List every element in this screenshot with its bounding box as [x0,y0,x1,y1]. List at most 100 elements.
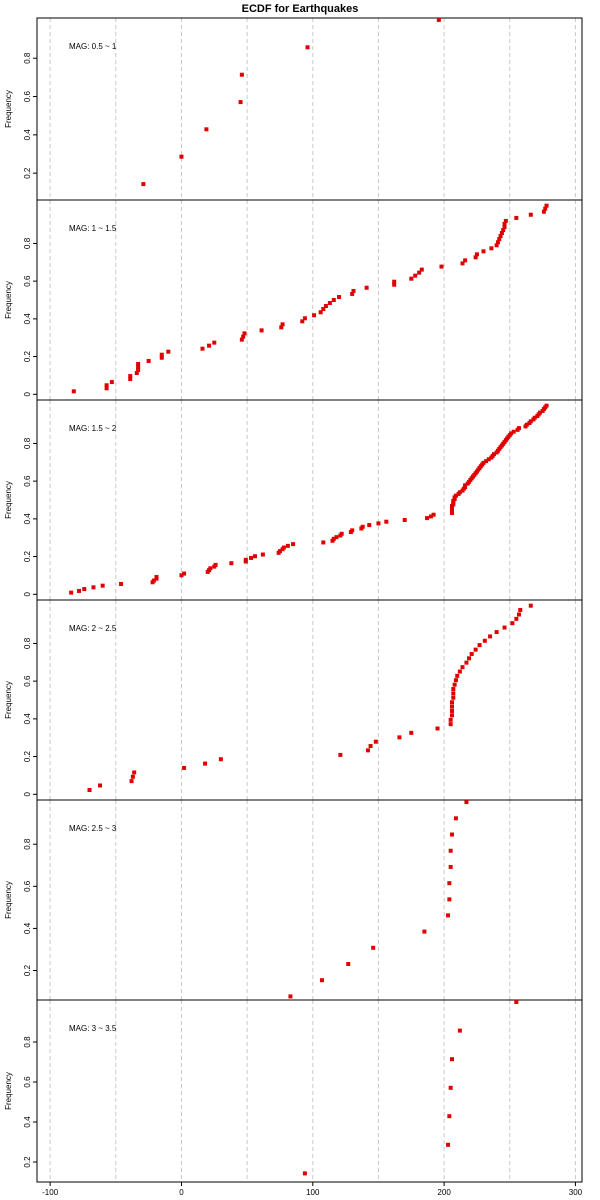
data-point [91,585,96,590]
y-tick-label: 0.4 [23,713,32,725]
data-point [69,590,74,595]
data-point [436,17,441,22]
data-point [448,848,453,853]
y-tick-label: 0.8 [23,838,32,850]
data-point [331,298,336,302]
data-point [509,431,514,436]
panel-3: 0 0.2 0.4 0.6 0.8 Frequency MAG: 1.5 ~ 2 [4,399,583,601]
y-tick-label: 0.8 [23,637,32,649]
data-point [134,371,139,376]
y-tick-label: 0.8 [23,1036,32,1048]
data-point [182,571,187,576]
data-point [371,945,376,950]
data-point [312,313,317,318]
data-point [413,273,418,278]
data-point [338,752,343,757]
data-point [277,549,282,554]
data-point [367,523,372,528]
panel-frame [36,799,583,1001]
data-point [239,72,244,77]
y-tick-label: 0.8 [23,237,32,249]
data-point [502,625,507,630]
data-point [280,322,285,327]
data-point [243,557,248,562]
data-point [373,739,378,744]
y-tick-label: 0.4 [23,1116,32,1128]
data-point [494,243,499,248]
data-point [128,374,133,379]
data-point [392,279,397,284]
data-point [208,566,213,571]
data-point [503,218,508,223]
data-point [337,294,342,299]
data-point [346,962,351,966]
data-point [321,540,326,545]
data-point [154,574,159,579]
data-point [302,1171,307,1176]
data-point [323,304,328,309]
data-point [537,410,542,415]
data-point [532,415,537,420]
data-point [365,748,370,753]
data-point [489,246,494,251]
data-point [409,730,414,735]
data-point [253,554,257,559]
data-point [141,182,146,187]
panel-frame [36,199,583,401]
data-point [200,346,205,351]
data-point [285,543,290,548]
x-tick-label: 100 [306,1188,320,1197]
panel-2: 0 0.2 0.4 0.6 0.8 Frequency MAG: 1 ~ 1.5 [4,199,583,401]
data-point [327,301,332,306]
data-point [467,656,472,661]
data-point [364,285,369,290]
data-point [166,349,171,354]
x-tick-label: 200 [437,1188,451,1197]
data-point [498,234,503,239]
data-point [510,621,515,626]
data-point [109,380,114,385]
data-point [384,519,389,524]
data-point [87,788,92,792]
data-point [494,630,499,635]
y-axis-label: Frequency [4,481,13,519]
panel-label: MAG: 3 ~ 3.5 [69,1024,117,1033]
y-tick-label: 0.4 [23,922,32,934]
data-point [528,603,533,608]
data-point [448,1085,453,1090]
data-point [502,224,507,229]
data-point [212,340,217,345]
y-tick-label: 0.2 [23,750,32,762]
panel-label: MAG: 2.5 ~ 3 [69,824,117,833]
x-tick-label: 300 [569,1188,583,1197]
data-point [524,422,529,427]
data-point [492,452,497,457]
data-point [439,264,444,269]
y-tick-label: 0.4 [23,313,32,325]
data-point [229,561,234,566]
data-point [482,638,487,643]
data-point [409,276,414,281]
data-point [449,708,454,713]
y-tick-label: 0 [23,592,32,597]
data-point [242,331,247,336]
data-point [179,573,184,578]
data-point [428,514,433,519]
data-point [239,337,244,342]
data-point [159,355,164,360]
data-point [392,282,397,287]
data-point [319,978,324,983]
y-axis-label: Frequency [4,681,13,719]
panel-label: MAG: 0.5 ~ 1 [69,42,117,51]
y-tick-label: 0.2 [23,550,32,562]
data-point [331,536,336,541]
data-point [136,364,141,369]
panel-frame [36,599,583,801]
data-point [516,426,521,431]
panel-frame [36,399,583,601]
y-tick-label: 0.8 [23,52,32,64]
data-point [321,307,326,312]
y-tick-label: 0.2 [23,1156,32,1168]
x-tick-label: 0 [179,1188,184,1197]
data-point [151,578,156,583]
